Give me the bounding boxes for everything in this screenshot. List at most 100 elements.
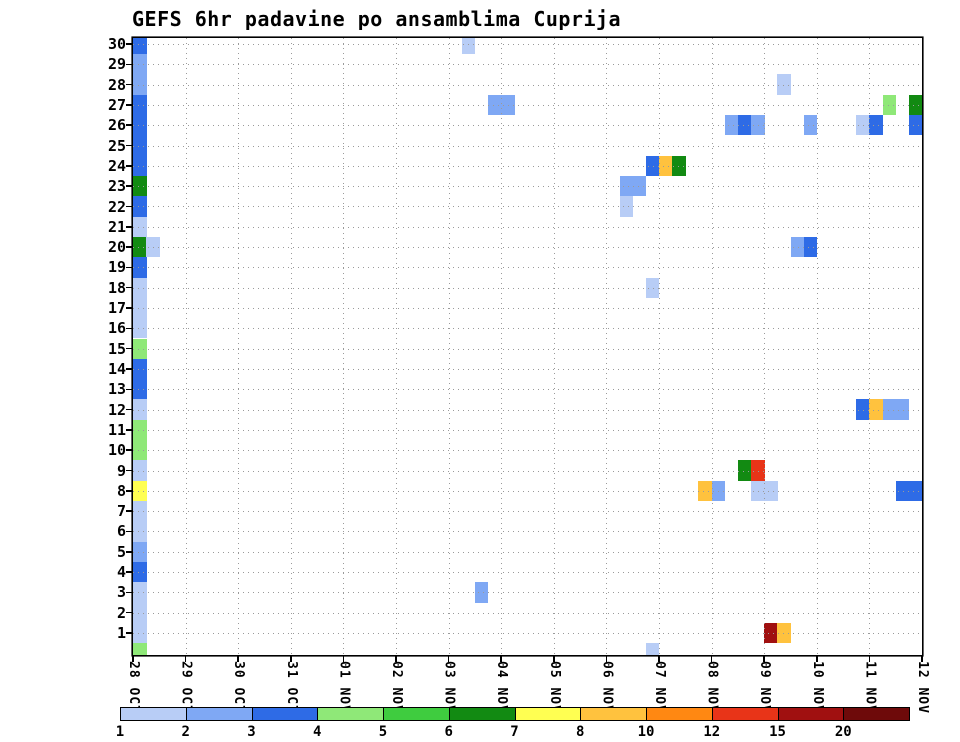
heatmap-cell — [672, 155, 686, 176]
heatmap-cell — [908, 94, 922, 116]
heatmap-cell — [133, 277, 147, 298]
y-axis-label: 1 — [116, 624, 126, 642]
y-axis-tick — [126, 347, 132, 350]
x-axis-tick — [447, 656, 450, 662]
x-axis-tick — [868, 656, 871, 662]
x-axis-tick — [553, 656, 555, 662]
vertical-gridline — [553, 38, 555, 655]
heatmap-cell — [856, 115, 870, 136]
y-axis-tick — [126, 226, 132, 228]
heatmap-cell — [737, 115, 752, 136]
heatmap-cell — [133, 236, 147, 258]
y-axis-label: 2 — [116, 603, 126, 622]
x-axis-tick — [605, 656, 608, 662]
heatmap-cell — [777, 622, 791, 644]
heatmap-cell — [645, 643, 660, 655]
colorbar: 1 2 3 4 5 6 7 8 10 12 15 20 — [116, 707, 912, 742]
x-axis-tick — [921, 656, 923, 662]
y-axis-tick — [126, 551, 132, 553]
horizontal-gridline — [133, 44, 922, 45]
heatmap-cell — [488, 94, 502, 116]
horizontal-gridline — [133, 104, 922, 106]
y-axis-label: 5 — [116, 542, 126, 561]
heatmap-cell — [133, 115, 147, 136]
x-axis-tick — [500, 656, 502, 662]
y-axis-tick — [126, 632, 132, 634]
colorbar-label: 10 — [637, 724, 655, 740]
x-axis-tick — [710, 656, 713, 662]
y-axis-label: 7 — [116, 502, 126, 521]
vertical-gridline — [764, 38, 766, 655]
y-axis-label: 15 — [107, 339, 126, 358]
y-axis-tick — [126, 307, 132, 309]
colorbar-label: 7 — [510, 724, 519, 740]
vertical-gridline — [659, 38, 660, 655]
horizontal-gridline — [133, 368, 922, 370]
horizontal-gridline — [133, 572, 922, 574]
y-axis-label: 3 — [116, 583, 126, 602]
y-axis-tick — [126, 530, 132, 533]
colorbar-label: 3 — [247, 724, 256, 740]
y-axis-label: 26 — [107, 116, 126, 135]
y-axis-label: 12 — [107, 400, 126, 419]
colorbar-label: 5 — [378, 724, 388, 740]
horizontal-gridline — [133, 531, 922, 533]
horizontal-gridline — [133, 328, 922, 330]
heatmap-cell — [856, 399, 870, 420]
colorbar-segment — [383, 707, 450, 721]
y-axis-label: 21 — [107, 217, 126, 236]
heatmap-cell — [908, 480, 922, 501]
heatmap-cell — [133, 379, 147, 400]
horizontal-gridline — [133, 84, 922, 86]
heatmap-cell — [133, 399, 147, 420]
heatmap-cell — [632, 176, 647, 197]
y-axis-tick — [126, 165, 132, 167]
y-axis-label: 19 — [107, 258, 126, 277]
x-axis-tick — [237, 656, 239, 662]
colorbar-label: 8 — [576, 724, 585, 740]
heatmap-cell — [461, 38, 476, 55]
x-axis-label: 05 NOV — [546, 661, 562, 714]
x-axis-tick — [816, 656, 818, 662]
horizontal-gridline — [133, 592, 922, 594]
heatmap-cell — [777, 74, 791, 95]
y-axis-label: 18 — [107, 278, 126, 297]
heatmap-cell — [133, 196, 147, 217]
horizontal-gridline — [133, 145, 922, 147]
heatmap-cell — [764, 622, 778, 644]
colorbar-segment — [711, 707, 779, 721]
x-axis-tick — [290, 656, 292, 662]
horizontal-gridline — [133, 206, 922, 208]
y-axis-tick — [126, 124, 132, 126]
heatmap-cell — [711, 480, 726, 501]
heatmap-cell — [882, 399, 897, 420]
vertical-gridline — [396, 38, 397, 655]
y-axis-tick — [126, 63, 132, 66]
vertical-gridline — [238, 38, 240, 655]
x-axis-label: 03 NOV — [441, 661, 457, 714]
heatmap-cell — [869, 399, 883, 420]
horizontal-gridline — [133, 267, 922, 269]
x-axis-label: 02 NOV — [389, 661, 404, 714]
heatmap-cell — [133, 155, 147, 176]
y-axis-tick — [126, 286, 132, 289]
heatmap-cell — [133, 602, 147, 623]
colorbar-segment — [843, 707, 910, 721]
heatmap-cell — [882, 94, 897, 116]
heatmap-cell — [133, 216, 147, 237]
y-axis-label: 11 — [107, 420, 126, 439]
horizontal-gridline — [133, 511, 922, 513]
horizontal-gridline — [133, 226, 922, 228]
y-axis-tick — [126, 83, 132, 86]
heatmap-cell — [869, 115, 883, 136]
horizontal-gridline — [133, 308, 922, 310]
heatmap-cell — [133, 541, 147, 562]
y-axis-tick — [126, 368, 132, 370]
heatmap-cell — [133, 622, 147, 644]
x-axis-label: 04 NOV — [494, 661, 510, 714]
heatmap-cell — [133, 38, 147, 55]
colorbar-label: 20 — [834, 724, 852, 740]
heatmap-cell — [659, 155, 673, 176]
colorbar-segment — [120, 707, 187, 721]
